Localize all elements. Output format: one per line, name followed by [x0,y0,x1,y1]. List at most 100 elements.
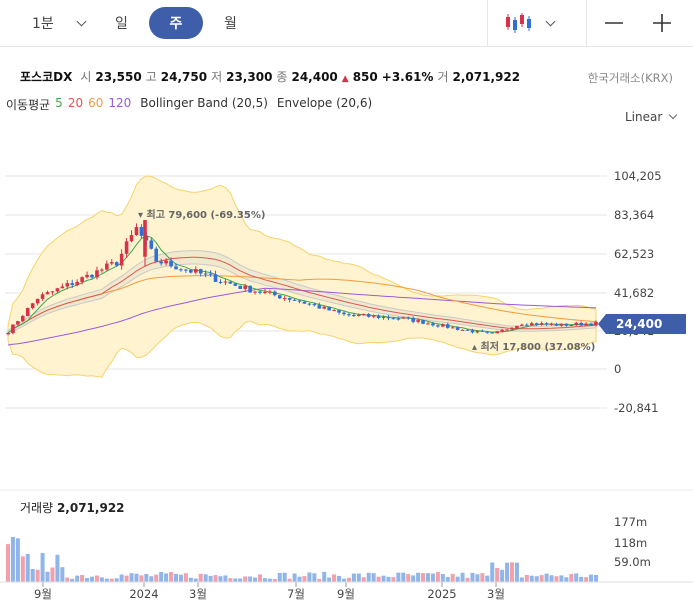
volume-bar [430,573,435,582]
ma20-line [7,256,597,334]
candle-body [312,304,317,306]
divider [487,0,488,46]
volume-bar [233,578,238,582]
time-tick: 2024 [129,587,158,601]
volume-bar [85,577,90,582]
candle-body [248,285,252,293]
volume-bar [327,577,332,582]
candle-body [386,316,391,319]
change-percent: +3.61% [381,70,434,84]
scale-mode-dropdown[interactable]: Linear [625,110,678,124]
tab-week-label: 주 [169,16,183,32]
volume-bar [495,567,500,582]
candle-body [109,262,114,264]
volume-bar [297,576,302,582]
candle-body [361,314,366,316]
tab-month[interactable]: 월 [224,0,237,46]
volume-bar [238,578,243,582]
tab-day[interactable]: 일 [115,0,128,46]
volume-bar [99,577,104,582]
volume-bar [198,573,203,582]
tab-week[interactable]: 주 [149,7,203,39]
volume-bar [475,574,480,582]
candle-body [337,310,341,313]
candle-body [465,329,470,331]
add-button[interactable] [653,0,671,46]
candle-body [189,270,193,273]
candle-body [366,314,371,317]
chart-type-dropdown[interactable] [505,0,556,46]
volume-bar [109,578,114,582]
minimize-button[interactable] [605,0,623,46]
candle-body [416,320,420,322]
close-value: 24,400 [291,70,338,84]
candle-body [426,323,430,325]
high-value: 24,750 [160,70,208,84]
volume-bar [243,576,248,582]
volume-bar [55,554,60,582]
candle-body [208,273,213,275]
volume-bar [267,578,272,582]
volume-bar [569,573,574,582]
volume-bar [50,567,55,582]
candle-body [159,261,163,264]
candle-body [411,317,415,322]
ma60-label: 60 [88,96,104,110]
volume-bar [529,575,534,582]
candle-body [584,323,588,326]
stock-info: 포스코DX 시 23,550 고 24,750 저 23,300 종 24,400 ▲ … [20,68,520,85]
candle-body [287,298,292,300]
candle-body [169,260,173,267]
candle-body [60,286,65,289]
volume-bar [40,553,45,582]
candle-body [149,240,154,249]
volume-label: 거 [437,70,449,84]
candle-body [391,318,396,320]
high-label: 고 [145,70,157,84]
volume-bars [6,536,598,582]
price-tick: 104,205 [614,169,662,183]
volume-bar [169,572,174,582]
volume-bar [70,578,75,582]
time-tick: 2025 [427,587,456,601]
candle-body [263,292,267,294]
volume-axis: 177m 118m 59.0m [614,515,651,569]
tab-month-label: 월 [224,16,237,32]
volume-bar [460,572,465,582]
volume-bar [589,574,594,582]
change-value: 850 [352,70,378,84]
candle-body [381,316,386,318]
candle-body [505,329,509,331]
volume-bar [386,576,391,582]
volume-bar [465,577,470,582]
candle-body [292,299,297,301]
candle-body [282,298,287,300]
volume-bar [149,576,154,582]
volume-bar [223,575,228,582]
volume-bar [119,574,124,582]
time-tick: 9월 [337,587,355,601]
candle-body [357,314,361,316]
candle-body [534,323,539,325]
candle-body [520,324,524,326]
volume-bar [134,573,139,582]
volume-bar [20,556,25,582]
volume-bar [396,572,401,582]
volume-panel-label: 거래량 2,071,922 [20,499,125,516]
time-tick: 9월 [34,587,52,601]
indicator-legend[interactable]: 이동평균 5 20 60 120 Bollinger Band (20,5) E… [6,96,372,113]
interval-dropdown[interactable]: 1분 [32,0,87,46]
candle-body [554,323,559,326]
volume-bar [346,577,351,582]
interval-label: 1분 [32,16,54,32]
candle-body [193,269,198,273]
volume-bar [351,573,356,582]
candle-body [470,330,475,333]
volume-bar [183,573,188,582]
volume-bar [544,573,549,582]
candle-body [174,266,178,270]
candle-body [70,283,75,285]
volume-bar [579,576,584,582]
